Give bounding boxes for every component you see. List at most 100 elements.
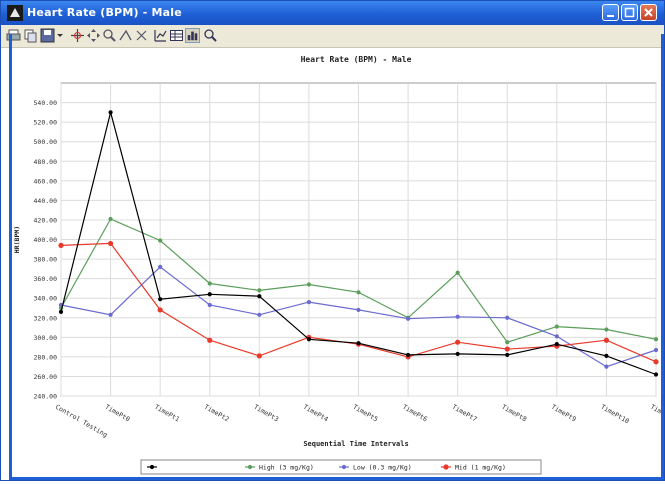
maximize-icon (624, 7, 635, 18)
copy-icon[interactable] (23, 28, 38, 43)
minimize-icon (607, 15, 614, 17)
x-tick-label: Control Testing (54, 403, 109, 439)
x-axis-label: Sequential Time Intervals (303, 440, 408, 448)
grid-icon[interactable] (153, 28, 168, 43)
legend-marker-high (247, 464, 253, 470)
data-point-high (505, 340, 510, 345)
y-tick-label: 500.00 (34, 138, 58, 146)
data-point-control (505, 352, 510, 358)
data-point-low (653, 347, 659, 353)
y-axis-label: HR(BPM) (13, 226, 21, 253)
y-tick-label: 460.00 (34, 177, 58, 185)
maximize-button[interactable] (621, 4, 638, 21)
legend-marker-control (149, 464, 155, 470)
save-icon[interactable] (40, 28, 55, 43)
data-point-mid (256, 353, 262, 359)
y-tick-label: 480.00 (34, 158, 58, 166)
data-point-mid (58, 242, 64, 248)
chevron-down-icon[interactable] (57, 28, 63, 43)
zoom-in-icon[interactable] (102, 28, 117, 43)
table-icon[interactable] (169, 28, 184, 43)
x-tick-label: TimePt7 (451, 403, 479, 424)
data-point-control (455, 351, 460, 357)
zoom-reset-icon[interactable] (203, 28, 218, 43)
y-tick-label: 440.00 (34, 197, 58, 205)
minimize-button[interactable] (602, 4, 619, 21)
data-point-low (405, 316, 411, 321)
x-tick-label: TimePt6 (401, 403, 429, 424)
print-icon[interactable] (6, 28, 21, 43)
data-point-high (158, 238, 163, 243)
chart-title: Heart Rate (BPM) - Male (301, 55, 412, 64)
zoom-region-icon[interactable] (134, 28, 149, 43)
pan-icon[interactable] (86, 28, 101, 43)
x-tick-label: TimePt8 (500, 403, 528, 424)
x-tick-label: TimePt10 (599, 403, 630, 426)
y-tick-label: 520.00 (34, 119, 58, 127)
data-point-low (257, 312, 262, 317)
data-point-low (604, 364, 609, 369)
close-button[interactable] (640, 4, 657, 21)
data-point-mid (107, 240, 114, 247)
data-point-mid (455, 339, 461, 345)
x-tick-label: TimePt0 (104, 403, 132, 424)
app-logo-icon (7, 5, 23, 21)
data-point-mid (603, 337, 610, 343)
x-tick-label: TimePt4 (302, 403, 330, 424)
data-point-high (604, 327, 609, 332)
data-point-control (554, 342, 559, 347)
y-tick-label: 400.00 (34, 236, 58, 244)
data-point-low (108, 312, 113, 317)
x-tick-label: TimePt5 (352, 403, 380, 424)
data-point-low (554, 334, 559, 339)
line-chart: Heart Rate (BPM) - Male 240.00 260.00 280.0… (13, 55, 665, 475)
data-point-control (257, 294, 262, 299)
y-tick-label: 300.00 (34, 334, 58, 342)
y-tick-label: 280.00 (34, 353, 58, 361)
legend-label-mid: Mid (1 mg/Kg) (455, 464, 506, 472)
data-point-low (505, 315, 510, 320)
data-point-high (356, 290, 361, 295)
x-tick-label: TimePt9 (550, 403, 578, 424)
chart-panel: Heart Rate (BPM) - Male 240.00 260.00 280.0… (1, 48, 665, 480)
zoom-out-icon[interactable] (118, 28, 133, 43)
legend-label-high: High (3 mg/Kg) (259, 464, 314, 472)
x-tick-label: TimePt11 (649, 403, 664, 426)
data-point-mid (504, 346, 510, 352)
window-title: Heart Rate (BPM) - Male (27, 6, 182, 19)
legend-marker-low (341, 464, 347, 470)
x-tick-label: TimePt1 (153, 403, 181, 424)
data-point-low (356, 307, 361, 313)
data-point-mid (157, 307, 163, 313)
data-point-control (108, 110, 113, 115)
data-point-mid (207, 337, 213, 343)
data-point-control (405, 352, 411, 358)
y-tick-label: 360.00 (34, 275, 58, 283)
data-point-control (58, 309, 64, 314)
chart-view-icon[interactable] (185, 28, 200, 43)
crosshair-icon[interactable] (70, 28, 85, 43)
data-point-high (306, 282, 312, 287)
data-point-control (653, 372, 659, 377)
data-point-control (604, 353, 609, 358)
data-point-high (207, 281, 212, 286)
y-tick-label: 540.00 (34, 99, 58, 107)
x-tick-label: TimePt3 (252, 403, 280, 424)
data-point-low (158, 264, 163, 269)
data-point-high (653, 337, 659, 342)
y-tick-label: 340.00 (34, 295, 58, 303)
y-tick-label: 260.00 (34, 373, 58, 381)
title-bar[interactable]: Heart Rate (BPM) - Male (1, 1, 664, 25)
close-icon (644, 8, 653, 17)
data-point-low (306, 300, 312, 305)
data-point-low (455, 314, 460, 319)
data-point-high (455, 270, 460, 275)
legend-marker-mid (443, 464, 449, 470)
legend-label-low: Low (0.3 mg/Kg) (353, 464, 412, 472)
data-point-control (158, 297, 163, 302)
toolbar (1, 25, 664, 48)
data-point-low (207, 302, 212, 308)
data-point-mid (653, 359, 659, 365)
y-tick-label: 420.00 (34, 216, 58, 224)
x-tick-label: TimePt2 (203, 403, 231, 424)
